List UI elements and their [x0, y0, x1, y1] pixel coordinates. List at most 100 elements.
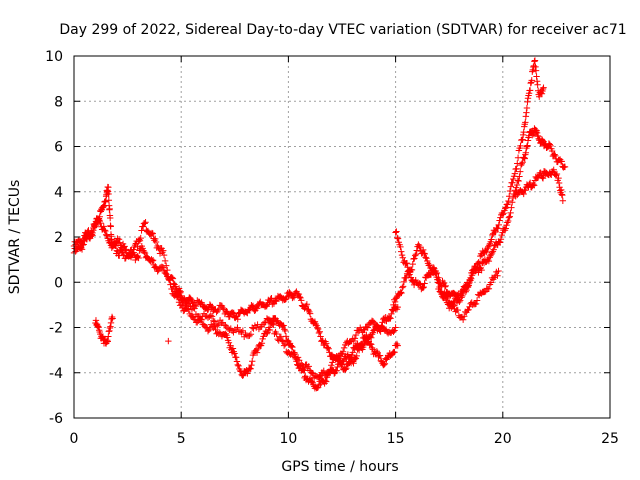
data-point — [234, 361, 241, 369]
data-point — [519, 159, 526, 166]
data-point — [517, 142, 524, 150]
data-point — [281, 340, 289, 348]
data-point — [114, 235, 121, 242]
data-point — [432, 270, 440, 278]
x-tick-label: 25 — [601, 431, 619, 447]
data-point — [399, 283, 407, 290]
data-point — [373, 348, 381, 355]
data-point — [546, 141, 553, 148]
data-point — [160, 247, 167, 254]
data-point — [165, 337, 172, 345]
data-point — [481, 288, 488, 296]
data-point — [533, 129, 541, 137]
data-point — [516, 173, 523, 180]
y-tick-label: 10 — [45, 49, 63, 65]
data-point — [400, 278, 408, 286]
data-point — [385, 315, 393, 323]
data-point — [535, 135, 542, 142]
data-point — [525, 90, 533, 97]
data-point — [555, 179, 563, 187]
data-point — [148, 256, 155, 263]
data-point — [488, 251, 495, 258]
data-point — [485, 257, 493, 265]
data-point — [467, 274, 474, 281]
data-point — [559, 191, 566, 199]
data-point — [435, 274, 442, 281]
data-point — [524, 95, 532, 102]
data-point — [322, 340, 330, 347]
data-point — [298, 297, 305, 304]
data-point — [135, 236, 143, 243]
data-point — [442, 282, 449, 290]
data-point — [342, 366, 349, 373]
data-point — [116, 239, 124, 246]
data-point — [134, 243, 141, 250]
data-point — [295, 290, 303, 298]
data-point — [314, 324, 321, 332]
series-track-c — [169, 283, 399, 381]
data-point — [328, 362, 335, 369]
data-point — [268, 295, 275, 302]
data-point — [376, 352, 384, 359]
data-point — [261, 319, 268, 327]
data-point — [100, 223, 107, 230]
data-point — [352, 331, 360, 339]
data-point — [219, 319, 226, 326]
data-point — [340, 344, 348, 352]
data-point — [391, 349, 398, 356]
data-point — [281, 326, 288, 333]
data-point — [266, 326, 274, 334]
data-point — [222, 330, 229, 337]
data-point — [294, 361, 301, 368]
data-point — [325, 345, 332, 352]
data-point — [413, 247, 420, 254]
data-point — [531, 58, 538, 65]
data-point — [422, 254, 429, 261]
data-point — [523, 144, 530, 152]
data-point — [164, 266, 171, 274]
data-point — [142, 219, 149, 226]
series-track-b — [70, 215, 401, 392]
data-point — [337, 360, 344, 367]
data-point — [433, 269, 441, 277]
data-point — [436, 283, 443, 291]
data-point — [129, 249, 136, 257]
data-point — [288, 343, 295, 350]
data-point — [249, 302, 257, 310]
data-point — [527, 79, 534, 87]
data-point — [223, 308, 230, 315]
y-tick-label: -2 — [49, 321, 63, 337]
data-point — [149, 230, 156, 237]
data-point — [316, 328, 323, 335]
data-point — [380, 361, 388, 368]
data-point — [105, 184, 112, 191]
data-point — [402, 260, 409, 267]
data-point — [464, 307, 471, 314]
data-point — [514, 177, 522, 184]
data-point — [101, 226, 108, 234]
data-point — [135, 254, 142, 262]
data-point — [141, 249, 149, 257]
data-point — [473, 297, 481, 304]
data-point — [269, 301, 276, 308]
data-point — [148, 229, 156, 237]
data-point — [230, 309, 237, 317]
data-point — [159, 249, 166, 256]
data-point — [382, 355, 389, 362]
data-point — [90, 227, 97, 234]
data-point — [101, 198, 109, 206]
data-point — [247, 330, 255, 338]
data-point — [539, 174, 546, 181]
data-point — [504, 217, 512, 225]
data-point — [278, 337, 286, 345]
data-point — [254, 345, 262, 353]
data-point — [543, 144, 550, 152]
data-point — [152, 238, 160, 246]
data-point — [508, 199, 516, 206]
data-point — [239, 327, 247, 334]
data-point — [495, 267, 502, 275]
data-point — [238, 329, 245, 336]
data-point — [248, 361, 255, 369]
data-point — [80, 241, 87, 248]
